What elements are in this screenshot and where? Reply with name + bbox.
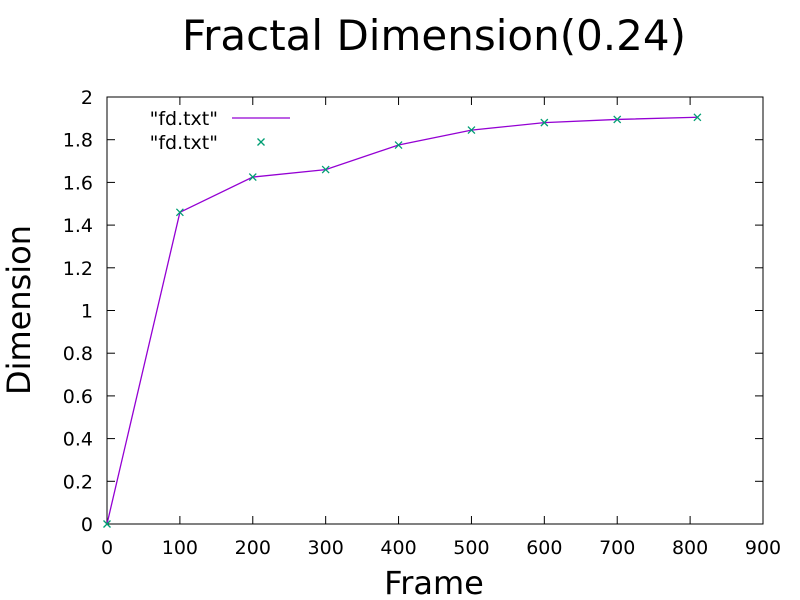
data-point xyxy=(613,115,622,124)
x-tick-label: 500 xyxy=(453,537,489,559)
data-point xyxy=(394,141,403,149)
marker-stroke xyxy=(613,115,622,124)
y-tick-label: 1 xyxy=(81,301,93,323)
plot-frame xyxy=(106,96,764,525)
x-tick-label: 600 xyxy=(526,537,562,559)
x-tick-label: 100 xyxy=(162,537,198,559)
marker-stroke xyxy=(693,113,702,122)
y-tick-label: 0.6 xyxy=(63,386,93,408)
marker-stroke xyxy=(103,520,111,528)
chart-title: Fractal Dimension(0.24) xyxy=(182,11,686,60)
legend-label: "fd.txt" xyxy=(150,108,218,130)
data-point xyxy=(103,520,111,528)
marker-stroke xyxy=(394,141,403,149)
x-tick-label: 0 xyxy=(101,537,113,559)
marker-stroke xyxy=(175,208,184,217)
y-tick-label: 1.2 xyxy=(63,258,93,280)
y-axis-title: Dimension xyxy=(0,225,38,395)
x-tick-label: 800 xyxy=(672,537,708,559)
marker-stroke xyxy=(467,126,476,135)
data-point xyxy=(467,126,476,135)
legend-marker-swatch xyxy=(257,138,265,146)
y-tick-label: 1.8 xyxy=(63,130,93,152)
data-point xyxy=(693,113,702,122)
axis-ticks: 0 100 200 300 400 500 600 700 800 900 0 0.2 0.4 0.6 0.… xyxy=(63,87,781,559)
marker-stroke xyxy=(321,165,330,174)
series-line xyxy=(106,116,698,525)
data-point xyxy=(540,118,549,127)
data-point xyxy=(175,208,184,217)
series-layer xyxy=(103,113,702,528)
x-tick-label: 700 xyxy=(599,537,635,559)
x-tick-label: 200 xyxy=(235,537,271,559)
x-tick-label: 900 xyxy=(745,537,781,559)
legend: "fd.txt""fd.txt" xyxy=(150,108,290,154)
legend-label: "fd.txt" xyxy=(150,132,218,154)
y-tick-label: 2 xyxy=(81,87,93,109)
x-axis-title: Frame xyxy=(384,564,484,600)
marker-stroke xyxy=(248,173,257,182)
y-tick-label: 0.8 xyxy=(63,343,93,365)
data-point xyxy=(248,173,257,182)
y-tick-label: 1.4 xyxy=(63,215,93,237)
marker-stroke xyxy=(257,138,265,146)
x-tick-label: 300 xyxy=(308,537,344,559)
y-tick-label: 0.2 xyxy=(63,471,93,493)
y-tick-label: 0 xyxy=(81,514,93,536)
x-tick-label: 400 xyxy=(380,537,416,559)
marker-stroke xyxy=(540,118,549,127)
y-tick-label: 0.4 xyxy=(63,429,93,451)
y-tick-label: 1.6 xyxy=(63,172,93,194)
data-point xyxy=(321,165,330,174)
